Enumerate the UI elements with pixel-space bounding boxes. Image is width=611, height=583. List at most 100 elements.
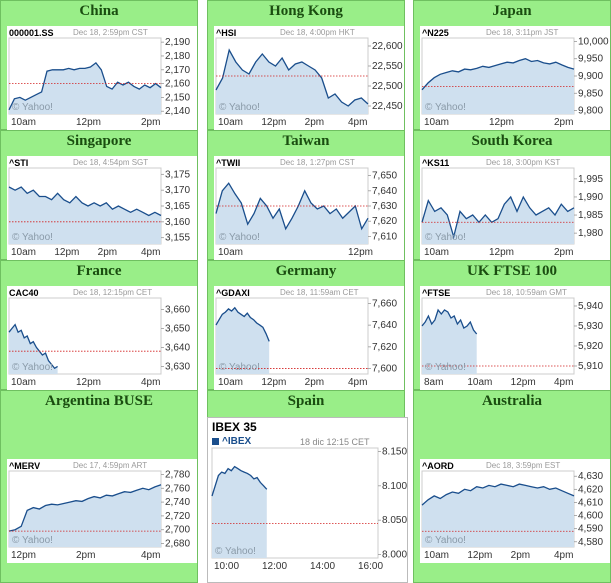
index-symbol: ^FTSE xyxy=(422,288,451,298)
yahoo-watermark: © Yahoo! xyxy=(215,546,256,557)
yahoo-watermark: © Yahoo! xyxy=(12,102,53,113)
market-title[interactable]: France xyxy=(76,263,122,279)
x-tick-label: 4pm xyxy=(141,550,160,561)
index-chart[interactable]: 1,995 1,990 1,985 1,980 10am 12pm 2pm © Yahoo! ^… xyxy=(420,156,610,260)
timestamp: Dec 18, 1:27pm CST xyxy=(280,158,355,167)
index-chart[interactable]: 2,190 2,180 2,170 2,160 2,150 2,140 10am 12pm 2p… xyxy=(7,26,197,130)
y-tick-label: 9,950 xyxy=(578,54,603,65)
market-title[interactable]: Hong Kong xyxy=(269,3,343,19)
x-tick-label: 4pm xyxy=(554,550,573,561)
y-tick-label: 2,760 xyxy=(165,483,190,494)
y-tick-label: 2,740 xyxy=(165,497,190,508)
y-tick-label: 2,170 xyxy=(165,65,190,76)
y-tick-label: 3,160 xyxy=(165,217,190,228)
y-tick-label: 2,160 xyxy=(165,79,190,90)
index-chart[interactable]: 22,600 22,550 22,500 22,450 10am 12pm 2pm 4pm © … xyxy=(214,26,404,130)
y-tick-label: 2,140 xyxy=(165,106,190,117)
y-tick-label: 7,640 xyxy=(372,186,397,197)
x-tick-label: 4pm xyxy=(141,377,160,388)
timestamp: Dec 18, 4:00pm HKT xyxy=(280,28,355,37)
x-tick-label: 2pm xyxy=(305,117,324,128)
y-tick-label: 3,175 xyxy=(165,169,190,180)
index-chart[interactable]: 2,780 2,760 2,740 2,720 2,700 2,680 12pm 2pm 4pm… xyxy=(7,459,197,563)
yahoo-watermark: © Yahoo! xyxy=(219,362,260,373)
market-title[interactable]: Japan xyxy=(492,3,532,19)
price-line xyxy=(421,195,575,240)
x-tick-label: 12pm xyxy=(11,550,36,561)
market-panel-uk-ftse-100: UK FTSE 100 5,940 5,930 5,920 5,910 8am 10am 12… xyxy=(413,260,611,390)
x-tick-label: 10am xyxy=(424,247,449,258)
yahoo-watermark: © Yahoo! xyxy=(425,102,466,113)
x-tick-label: 10am xyxy=(11,117,36,128)
y-tick-label: 5,910 xyxy=(578,361,603,372)
index-chart[interactable]: 7,660 7,640 7,620 7,600 10am 12pm 2pm 4pm © Yaho… xyxy=(214,286,404,390)
x-tick-label: 4pm xyxy=(141,247,160,258)
index-chart[interactable]: 5,940 5,930 5,920 5,910 8am 10am 12pm 4pm © Yaho… xyxy=(420,286,610,390)
market-panel-taiwan: Taiwan 7,650 7,640 7,630 7,620 7,610 10am 12pm ©… xyxy=(207,130,405,260)
series-legend-icon xyxy=(212,438,219,445)
area-fill xyxy=(9,324,58,374)
y-tick-label: 10,000 xyxy=(578,36,609,47)
index-symbol: ^TWII xyxy=(216,158,241,168)
y-tick-label: 7,630 xyxy=(372,201,397,212)
x-tick-label: 12pm xyxy=(511,377,536,388)
market-title[interactable]: South Korea xyxy=(471,133,553,149)
y-tick-label: 4,600 xyxy=(578,511,603,522)
index-symbol: CAC40 xyxy=(9,288,39,298)
index-chart[interactable]: 3,175 3,170 3,165 3,160 3,155 10am 12pm 2pm 4pm ©… xyxy=(7,156,197,260)
price-line xyxy=(211,465,268,497)
price-line xyxy=(421,58,575,91)
y-tick-label: 4,590 xyxy=(578,524,603,535)
y-tick-label: 22,450 xyxy=(372,101,403,112)
market-title[interactable]: Taiwan xyxy=(282,133,330,149)
y-tick-label: 1,990 xyxy=(578,192,603,203)
x-tick-label: 12pm xyxy=(467,550,492,561)
x-tick-label: 10am xyxy=(424,550,449,561)
index-symbol: 000001.SS xyxy=(9,28,54,38)
y-tick-label: 5,940 xyxy=(578,301,603,312)
index-symbol: ^HSI xyxy=(216,28,237,38)
y-tick-label: 9,850 xyxy=(578,88,603,99)
y-tick-label: 7,610 xyxy=(372,231,397,242)
y-tick-label: 9,800 xyxy=(578,106,603,117)
market-title[interactable]: Argentina BUSE xyxy=(45,393,153,409)
index-chart[interactable]: 4,630 4,620 4,610 4,600 4,590 4,580 10am 12pm 2p… xyxy=(420,459,610,563)
x-tick-label: 10am xyxy=(218,117,243,128)
price-line xyxy=(8,323,58,370)
ibex-symbol: ^IBEX xyxy=(222,436,252,447)
market-panel-singapore: Singapore 3,175 3,170 3,165 3,160 3,155 10am 12… xyxy=(0,130,198,260)
market-panel-japan: Japan 10,000 9,950 9,900 9,850 9,800 10am 12pm 2… xyxy=(413,0,611,130)
y-tick-label: 5,930 xyxy=(578,321,603,332)
x-tick-label: 16:00 xyxy=(358,561,383,572)
yahoo-watermark: © Yahoo! xyxy=(12,535,53,546)
index-chart[interactable]: 7,650 7,640 7,630 7,620 7,610 10am 12pm © Yahoo… xyxy=(214,156,404,260)
x-tick-label: 10am xyxy=(218,377,243,388)
market-title[interactable]: Spain xyxy=(287,393,325,409)
y-tick-label: 8.000 xyxy=(382,550,407,561)
market-title[interactable]: Germany xyxy=(275,263,337,279)
ibex-chart[interactable]: 8.150 8.100 8.050 8.000 10:00 12:00 14:00 16:00… xyxy=(207,417,408,583)
market-title[interactable]: UK FTSE 100 xyxy=(466,263,557,279)
y-tick-label: 3,170 xyxy=(165,185,190,196)
x-tick-label: 14:00 xyxy=(310,561,335,572)
index-chart[interactable]: 3,660 3,650 3,640 3,630 10am 12pm 4pm © Yahoo! C… xyxy=(7,286,197,390)
y-tick-label: 22,500 xyxy=(372,81,403,92)
y-tick-label: 2,190 xyxy=(165,37,190,48)
yahoo-watermark: © Yahoo! xyxy=(425,535,466,546)
x-tick-label: 4pm xyxy=(554,377,573,388)
y-tick-label: 2,680 xyxy=(165,539,190,550)
y-tick-label: 2,700 xyxy=(165,525,190,536)
market-title[interactable]: Australia xyxy=(482,393,542,409)
timestamp: Dec 18, 11:59am CET xyxy=(280,288,359,297)
market-title[interactable]: China xyxy=(79,3,119,19)
y-tick-label: 3,155 xyxy=(165,233,190,244)
index-chart[interactable]: 10,000 9,950 9,900 9,850 9,800 10am 12pm 2pm © Y… xyxy=(420,26,610,130)
price-line xyxy=(421,483,575,506)
y-tick-label: 4,610 xyxy=(578,497,603,508)
y-tick-label: 7,620 xyxy=(372,342,397,353)
market-panel-australia: Australia 4,630 4,620 4,610 4,600 4,590 4,580 1… xyxy=(413,390,611,583)
price-line xyxy=(8,61,162,111)
timestamp: Dec 18, 3:59pm EST xyxy=(486,461,561,470)
y-tick-label: 1,980 xyxy=(578,228,603,239)
market-title[interactable]: Singapore xyxy=(66,133,132,149)
